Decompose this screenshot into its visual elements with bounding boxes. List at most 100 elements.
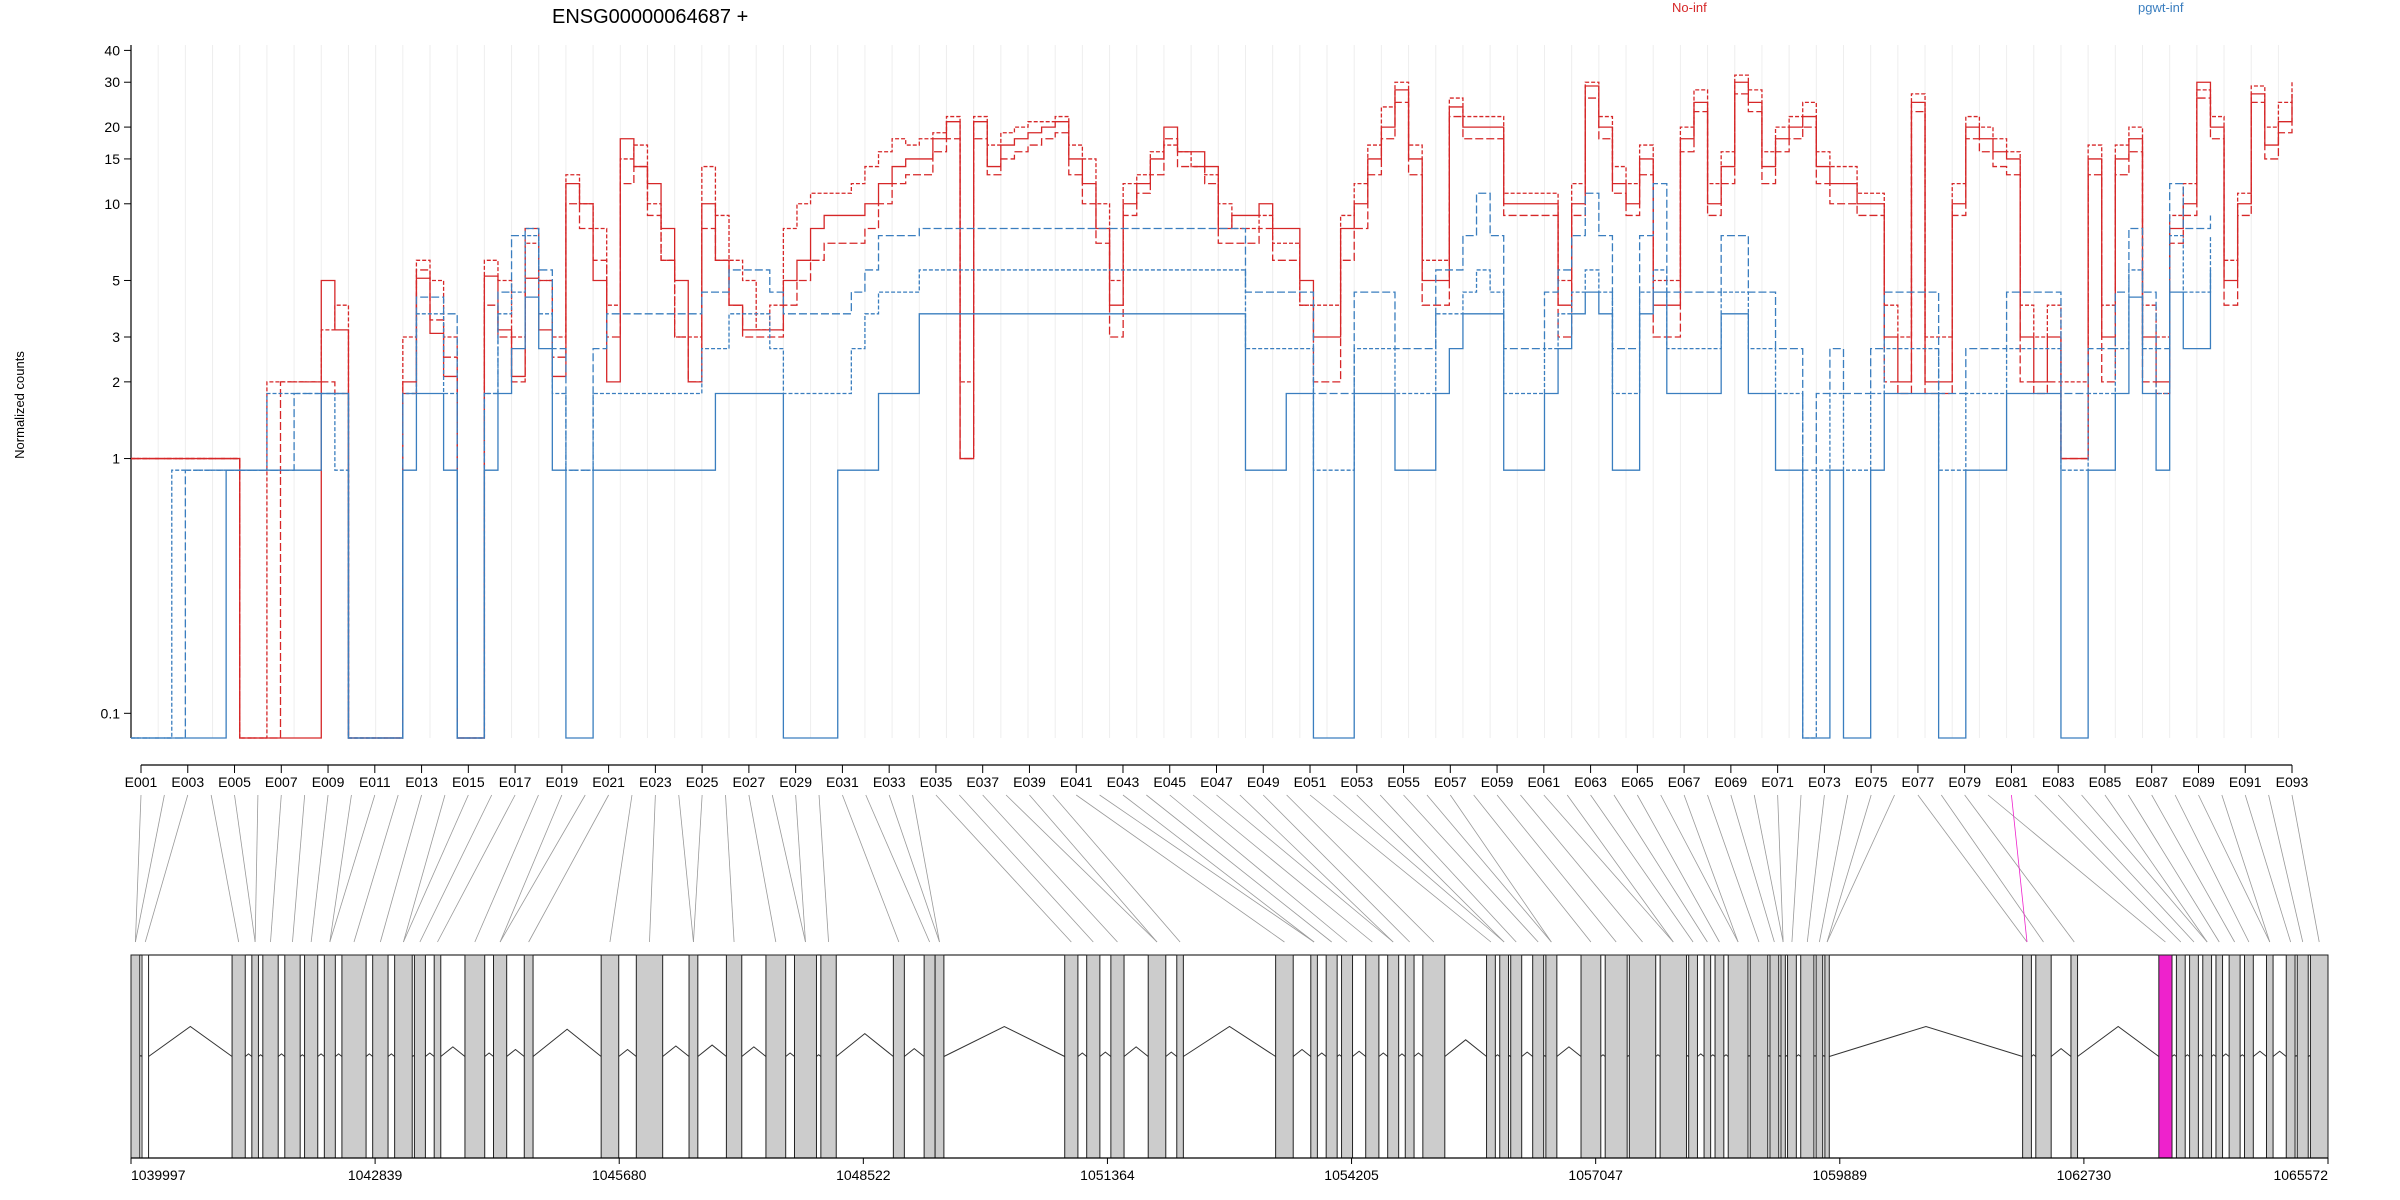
bin-label: E041 — [1060, 774, 1093, 790]
intron-line — [440, 1046, 466, 1057]
exon-block — [1310, 954, 1318, 1159]
bin-label: E073 — [1808, 774, 1841, 790]
exon-block — [892, 954, 905, 1159]
y-tick-label: 2 — [112, 374, 120, 390]
intron-line — [244, 1053, 253, 1057]
exon-block — [1714, 954, 1725, 1159]
series-line-no-inf — [131, 81, 2293, 739]
bin-connector — [1426, 794, 1552, 943]
exon-block — [1486, 954, 1496, 1159]
intron-line — [2171, 1054, 2177, 1057]
bin-connector — [1029, 794, 1158, 943]
exon-block — [2228, 954, 2241, 1159]
intron-line — [2198, 1054, 2204, 1057]
series-line-pgwt-inf — [131, 269, 2212, 739]
genomic-tick-label: 1048522 — [836, 1167, 891, 1183]
bin-connector — [1146, 794, 1332, 943]
bin-connector — [2057, 794, 2195, 943]
exon-block — [793, 954, 817, 1159]
intron-line — [335, 1053, 343, 1057]
bin-connector — [1730, 794, 1775, 943]
bin-connector — [499, 794, 586, 943]
exon-block — [1628, 954, 1657, 1159]
exon-block — [2309, 954, 2329, 1159]
exon-block — [2265, 954, 2274, 1159]
bin-connector — [234, 794, 256, 943]
genomic-tick-label: 1042839 — [348, 1167, 403, 1183]
intron-line — [2184, 1054, 2190, 1057]
bin-connector — [888, 794, 940, 943]
intron-line — [1099, 1051, 1112, 1057]
genomic-tick-label: 1045680 — [592, 1167, 647, 1183]
intron-line — [1352, 1050, 1367, 1057]
bin-connector — [2244, 794, 2292, 943]
exon-block — [1703, 954, 1712, 1159]
bin-label: E003 — [171, 774, 204, 790]
exon-block — [130, 954, 141, 1159]
bin-connector — [2011, 794, 2028, 943]
bin-connector — [1791, 794, 1802, 943]
exon-block — [464, 954, 486, 1159]
genomic-coordinate-axis: 1039997 1042839 1045680 1048522 1051364 10542… — [130, 1157, 2329, 1183]
bin-label: E061 — [1527, 774, 1560, 790]
bin-connector — [134, 794, 142, 943]
exon-block — [1824, 954, 1830, 1159]
bin-axis: E001 E003 E005 E007 E009 E011 E013 E015 E017 E019… — [125, 764, 2309, 790]
bin-connector — [935, 794, 1072, 943]
bin-connector — [419, 794, 493, 943]
bin-connector — [1613, 794, 1708, 943]
bin-label: E093 — [2276, 774, 2309, 790]
genomic-tick-label: 1059889 — [1813, 1167, 1868, 1183]
exon-block — [394, 954, 413, 1159]
intron-line — [532, 1028, 602, 1057]
intron-line — [697, 1044, 727, 1057]
exon-block — [1176, 954, 1184, 1159]
intron-line — [317, 1053, 325, 1057]
bin-connector — [2291, 794, 2320, 943]
y-axis: 0.1 1 2 3 5 10 15 20 30 40 — [101, 42, 132, 738]
bin-label: E009 — [312, 774, 345, 790]
bin-connector — [1806, 794, 1825, 943]
bin-connector — [1520, 794, 1643, 943]
intron-line — [277, 1053, 286, 1057]
y-tick-label: 15 — [104, 151, 120, 167]
bin-connector — [1286, 794, 1435, 943]
bin-label: E055 — [1387, 774, 1420, 790]
exon-block — [1422, 954, 1446, 1159]
intron-line — [943, 1025, 1065, 1057]
intron-line — [1398, 1053, 1406, 1057]
bin-connector — [1566, 794, 1674, 943]
bin-label: E015 — [452, 774, 485, 790]
exon-block — [2158, 954, 2173, 1159]
bin-connector — [725, 794, 735, 943]
intron-line — [904, 1047, 925, 1057]
intron-line — [148, 1025, 233, 1057]
bin-connector — [1169, 794, 1348, 943]
bin-connector — [270, 794, 282, 943]
intron-line — [1796, 1054, 1802, 1057]
exon-block — [523, 954, 534, 1159]
bin-connector — [1707, 794, 1760, 943]
bin-label: E069 — [1715, 774, 1748, 790]
exon-block — [2070, 954, 2079, 1159]
bin-connector — [379, 794, 422, 943]
exon-block — [341, 954, 367, 1159]
exon-block — [1341, 954, 1354, 1159]
genomic-tick-label: 1065572 — [2273, 1167, 2328, 1183]
intron-line — [258, 1054, 264, 1057]
bin-connector — [135, 794, 165, 943]
bin-label: E049 — [1247, 774, 1280, 790]
exon-block — [2244, 954, 2254, 1159]
exon-block — [1404, 954, 1415, 1159]
bin-label: E005 — [218, 774, 251, 790]
bin-label: E013 — [405, 774, 438, 790]
exon-block — [1727, 954, 1749, 1159]
bin-connector — [609, 794, 633, 943]
bin-label: E023 — [639, 774, 672, 790]
bin-connector — [2221, 794, 2271, 943]
bin-label: E045 — [1153, 774, 1186, 790]
intron-line — [1077, 1052, 1088, 1057]
intron-line — [365, 1053, 373, 1057]
bin-connector — [329, 794, 376, 943]
bin-connector — [2104, 794, 2208, 943]
